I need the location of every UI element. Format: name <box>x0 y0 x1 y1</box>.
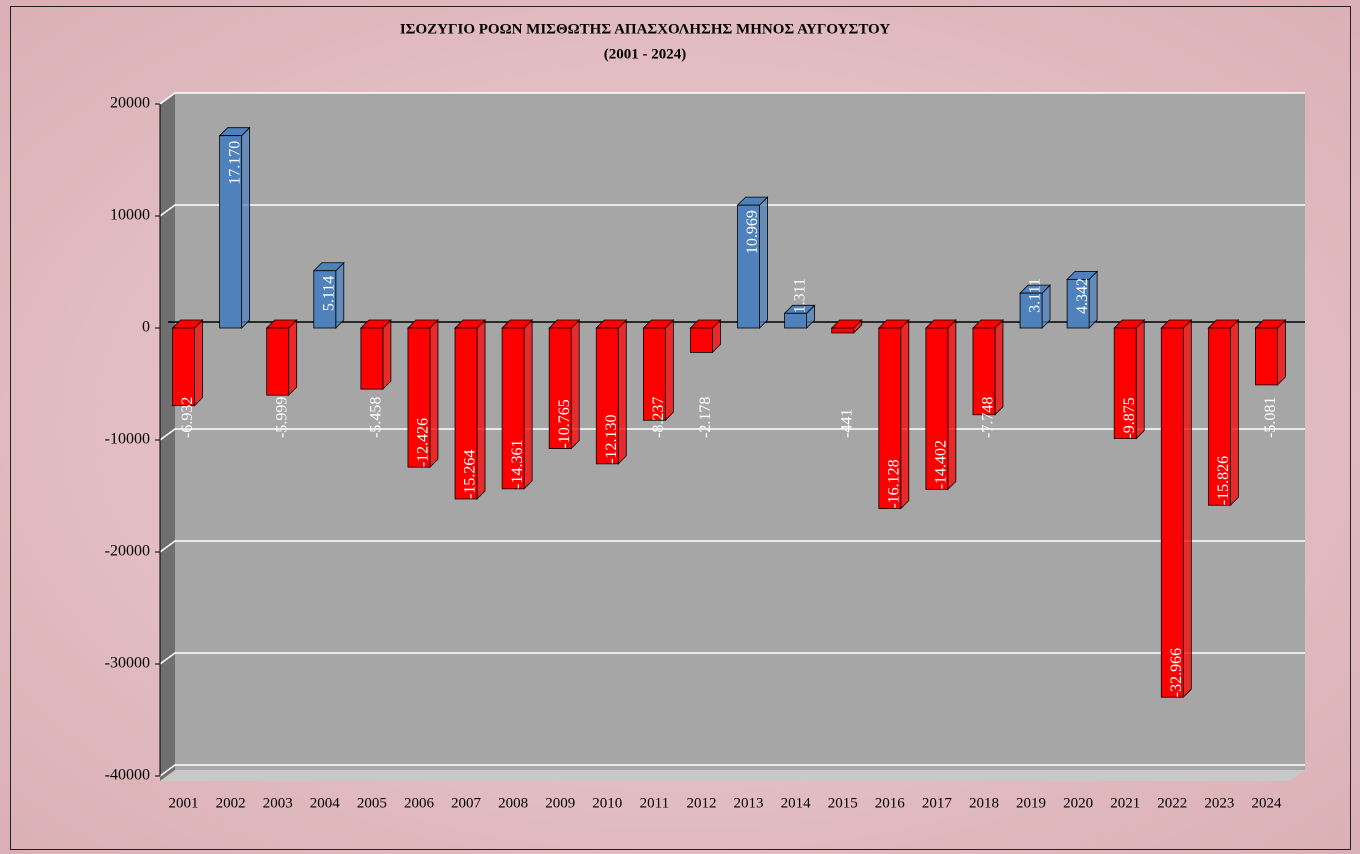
value-label: -15.826 <box>1215 456 1232 505</box>
y-tick-label: -40000 <box>105 767 150 784</box>
bar-side <box>194 319 203 407</box>
x-tick-label: 2014 <box>781 795 812 811</box>
y-tick-label: 10000 <box>110 207 150 224</box>
chart-subtitle: (2001 - 2024) <box>604 46 687 62</box>
value-label: -7.748 <box>980 397 997 438</box>
value-label: -2.178 <box>697 397 714 438</box>
value-label: 10.969 <box>744 210 761 254</box>
side-wall <box>160 93 175 781</box>
y-tick-label: -20000 <box>105 543 150 560</box>
bar <box>501 327 525 490</box>
bar <box>1255 327 1278 386</box>
x-tick-label: 2002 <box>216 795 246 811</box>
value-label: -5.458 <box>368 397 385 438</box>
x-tick-label: 2010 <box>592 795 622 811</box>
grid-line <box>159 204 1305 217</box>
x-tick-label: 2004 <box>310 795 341 811</box>
bar <box>925 327 949 490</box>
y-tick-label: 0 <box>142 319 150 336</box>
bar <box>1019 292 1043 329</box>
y-tick-label: -30000 <box>105 655 150 672</box>
value-label: 3.111 <box>1027 278 1044 313</box>
bar <box>1113 327 1137 439</box>
x-tick-label: 2012 <box>686 795 716 811</box>
bar <box>1066 278 1090 329</box>
x-tick-label: 2001 <box>169 795 199 811</box>
bar <box>1160 327 1184 698</box>
frame <box>10 6 1351 850</box>
bar <box>878 327 902 510</box>
value-label: -16.128 <box>885 459 902 508</box>
x-tick-label: 2022 <box>1157 795 1187 811</box>
value-label: -12.426 <box>415 418 432 467</box>
bar <box>407 327 431 468</box>
bar <box>595 327 619 465</box>
bar <box>219 135 243 329</box>
value-label: -10.765 <box>556 399 573 448</box>
bar <box>360 327 384 390</box>
value-label: 4.342 <box>1074 278 1091 314</box>
y-tick-label: 20000 <box>110 95 150 112</box>
value-label: 5.114 <box>320 276 337 311</box>
x-tick-label: 2008 <box>498 795 528 811</box>
value-label: -5.999 <box>273 397 290 438</box>
bar <box>831 327 855 334</box>
x-tick-label: 2015 <box>828 795 858 811</box>
value-label: -32.966 <box>1168 648 1185 697</box>
bar <box>784 312 808 329</box>
bar <box>737 204 760 329</box>
value-label: 17.170 <box>226 141 243 185</box>
x-tick-label: 2024 <box>1251 795 1282 811</box>
x-tick-label: 2013 <box>734 795 764 811</box>
x-tick-label: 2023 <box>1204 795 1234 811</box>
x-tick-label: 2005 <box>357 795 387 811</box>
back-wall <box>175 93 1305 770</box>
value-label: -9.875 <box>1121 397 1138 438</box>
grid-line <box>159 92 1305 105</box>
bar-side <box>1277 319 1286 386</box>
grid-line <box>159 764 1305 777</box>
x-tick-label: 2009 <box>545 795 575 811</box>
bar <box>313 270 337 329</box>
floor <box>160 770 1305 781</box>
x-tick-label: 2019 <box>1016 795 1046 811</box>
value-label: -15.264 <box>462 450 479 499</box>
x-tick-label: 2016 <box>875 795 906 811</box>
bar <box>972 327 996 416</box>
bar <box>266 327 290 396</box>
bar <box>1207 327 1231 506</box>
value-label: -8.237 <box>650 397 667 438</box>
value-label: 1.311 <box>791 278 808 313</box>
x-tick-label: 2017 <box>922 795 953 811</box>
x-tick-label: 2007 <box>451 795 482 811</box>
x-tick-label: 2006 <box>404 795 435 811</box>
bar <box>690 327 713 353</box>
bar-side <box>382 319 392 391</box>
bar <box>548 327 572 449</box>
bar <box>172 327 195 407</box>
value-label: -14.402 <box>933 440 950 489</box>
grid-line <box>159 540 1305 553</box>
value-label: -441 <box>838 409 855 438</box>
chart-title: ΙΣΟΖΥΓΙΟ ΡΟΩΝ ΜΙΣΘΩΤΗΣ ΑΠΑΣΧΟΛΗΣΗΣ ΜΗΝΟΣ… <box>400 21 891 37</box>
bar <box>642 327 666 421</box>
bar-side <box>1182 319 1192 699</box>
x-tick-label: 2020 <box>1063 795 1093 811</box>
x-tick-label: 2021 <box>1110 795 1140 811</box>
x-tick-label: 2003 <box>263 795 293 811</box>
value-label: -14.361 <box>509 440 526 489</box>
x-tick-label: 2018 <box>969 795 999 811</box>
x-tick-label: 2011 <box>640 795 669 811</box>
bar <box>454 327 478 500</box>
bar-side <box>288 319 298 397</box>
value-label: -5.081 <box>1262 397 1279 438</box>
y-tick-label: -10000 <box>105 431 150 448</box>
grid-line <box>159 652 1305 665</box>
value-label: -12.130 <box>603 415 620 464</box>
value-label: -6.932 <box>179 397 196 438</box>
